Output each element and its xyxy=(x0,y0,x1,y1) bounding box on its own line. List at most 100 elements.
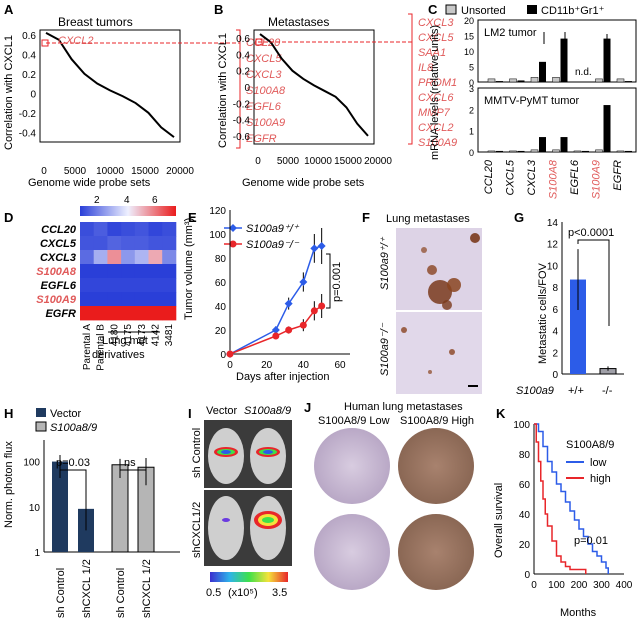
panel-d-row-label: EGFL6 xyxy=(41,280,77,292)
panel-c-bar-sorted-bottom xyxy=(560,137,568,152)
panel-i: I Vector S100a8/9 sh Control shCXCL1/2 0… xyxy=(188,405,292,599)
panel-a-y-ticks: 0.6 0.4 0.2 0 -0.2 -0.4 xyxy=(19,31,37,139)
panel-k-pval: p=0.01 xyxy=(574,535,608,547)
panel-d-cell xyxy=(107,222,122,237)
panel-h-bracket-2 xyxy=(119,469,147,478)
panel-d-row-labels: CCL20 CXCL5 CXCL3 S100A8 EGFL6 S100A9 EGFR xyxy=(36,224,77,320)
panel-g: G Metastatic cells/FOV 0 2 4 6 8 10 12 14 p<0.0… xyxy=(514,210,624,397)
panel-c-gene-labels: CCL20 CXCL5 CXCL3 S100A8 EGFL6 S100A9 EGFR xyxy=(483,159,624,199)
panel-b-y-tick: -0.4 xyxy=(233,116,251,127)
panel-c: C Unsorted CD11b⁺Gr1⁺ mRNA levels (relat… xyxy=(428,2,637,199)
panel-d-cell xyxy=(93,236,108,251)
panel-d-cell xyxy=(93,306,108,321)
panel-k-curve-high xyxy=(534,423,587,574)
panel-d-cell xyxy=(121,306,136,321)
panel-i-letter: I xyxy=(188,406,192,421)
panel-e-xlabel: Days after injection xyxy=(236,371,330,383)
panel-b-gene: IL8 xyxy=(418,62,434,74)
panel-e-point-ko xyxy=(272,332,280,340)
panel-e-legend-wt: S100a9⁺/⁺ xyxy=(246,223,300,235)
panel-j: J Human lung metastases S100A8/9 Low S10… xyxy=(304,400,474,590)
panel-c-y-tick-bottom: 2 xyxy=(469,105,474,115)
panel-c-bar-sorted-bottom xyxy=(539,137,546,152)
panel-b-x-tick: 10000 xyxy=(304,156,332,167)
panel-h-y-tick: 100 xyxy=(23,458,40,469)
panel-a-gene: EGFR xyxy=(246,133,277,145)
panel-d-col-label: 4173 xyxy=(137,324,148,347)
panel-c-legend-swatch-sorted xyxy=(527,5,537,14)
panel-d-cell xyxy=(80,250,95,265)
panel-b-y-tick: -0.2 xyxy=(233,99,251,110)
panel-e-point-ko xyxy=(318,302,326,310)
panel-a-ylabel: Correlation with CXCL1 xyxy=(3,35,15,150)
panel-b-y-tick: 0.2 xyxy=(236,67,250,78)
panel-i-mouse-bottom xyxy=(208,496,286,560)
panel-h-legend-swatch-vector xyxy=(36,408,46,417)
panel-d-cell xyxy=(162,264,177,279)
panel-a-y-tick: 0 xyxy=(30,89,36,100)
panel-k-y-tick: 40 xyxy=(519,510,531,521)
panel-c-bar-unsorted-bottom xyxy=(487,150,496,153)
panel-d-cell xyxy=(148,222,163,237)
panel-d-cell xyxy=(93,292,108,307)
panel-c-bar-unsorted-bottom xyxy=(509,150,517,153)
panel-h: H Vector S100a8/9 Norm. photon flux 1101… xyxy=(3,406,180,618)
panel-e-point-ko xyxy=(310,307,318,315)
panel-d-cell xyxy=(121,222,136,237)
panel-k-y-ticks: 0 20 40 60 80 100 xyxy=(513,420,530,581)
panel-c-bar-sorted-bottom xyxy=(517,150,525,152)
panel-a-x-tick: 15000 xyxy=(131,166,159,177)
panel-c-bar-unsorted-bottom xyxy=(573,150,582,153)
panel-k-legend-high: high xyxy=(590,473,611,485)
panel-f-stain-ko xyxy=(401,327,478,387)
panel-g-pval: p<0.0001 xyxy=(568,227,614,239)
panel-a-y-tick: 0.4 xyxy=(22,50,36,61)
panel-a-gene: S100A9 xyxy=(246,117,285,129)
panel-d-cell xyxy=(148,292,163,307)
panel-a-x-tick: 0 xyxy=(41,166,47,177)
panel-g-y-tick: 10 xyxy=(547,261,559,272)
panel-e-y-tick: 0 xyxy=(220,350,226,361)
panel-g-bars xyxy=(570,249,617,375)
panel-c-y-tick-top: 5 xyxy=(469,63,474,73)
panel-c-bar-sorted-top xyxy=(625,81,632,82)
panel-h-y-tick: 10 xyxy=(29,503,41,514)
panel-c-gene: S100A8 xyxy=(548,159,560,199)
panel-i-col2: S100a8/9 xyxy=(244,405,291,417)
panel-a-gene: EGFL6 xyxy=(246,101,282,113)
panel-b-x-tick: 5000 xyxy=(277,156,300,167)
panel-e-x-tick: 20 xyxy=(261,360,273,371)
panel-a-gene: CCL20 xyxy=(246,37,281,49)
panel-k-y-tick: 0 xyxy=(524,570,530,581)
panel-b-x-ticks: 0 5000 10000 15000 20000 xyxy=(255,156,392,167)
panel-a-inner-label: CXCL2 xyxy=(58,35,93,47)
panel-b-x-tick: 20000 xyxy=(364,156,392,167)
panel-c-bar-sorted-bottom xyxy=(582,150,589,152)
panel-f-row2: S100a9⁻/⁻ xyxy=(379,322,391,376)
panel-g-y-tick: 2 xyxy=(552,348,558,359)
panel-d-group-label2: derivatives xyxy=(92,349,145,361)
panel-d-cell xyxy=(162,306,177,321)
panel-h-legend-vector: Vector xyxy=(50,408,82,420)
panel-c-bar-unsorted-bottom xyxy=(616,150,625,153)
panel-d-cell xyxy=(80,306,95,321)
panel-i-row1: sh Control xyxy=(191,428,203,478)
panel-a-x-tick: 10000 xyxy=(96,166,124,177)
panel-e-x-tick: 0 xyxy=(227,360,233,371)
panel-d-cell xyxy=(134,222,149,237)
panel-c-bar-unsorted-top xyxy=(616,78,625,83)
panel-i-row2: shCXCL1/2 xyxy=(191,502,203,558)
panel-c-bar-sorted-bottom xyxy=(625,150,632,152)
panel-c-gene: CXCL5 xyxy=(505,159,517,195)
panel-c-y-tick-bottom: 3 xyxy=(469,84,474,94)
panel-g-letter: G xyxy=(514,210,524,225)
panel-j-core-high-2 xyxy=(398,514,474,590)
panel-h-legend-swatch-s100 xyxy=(35,421,47,432)
panel-b-letter: B xyxy=(214,2,223,17)
panel-f-title: Lung metastases xyxy=(386,213,470,225)
panel-d-cell xyxy=(80,278,95,293)
panel-d-cell xyxy=(121,250,136,265)
panel-a-highlight-box xyxy=(41,39,49,47)
panel-d-letter: D xyxy=(4,210,13,225)
panel-b-y-tick: 0.6 xyxy=(236,34,250,45)
